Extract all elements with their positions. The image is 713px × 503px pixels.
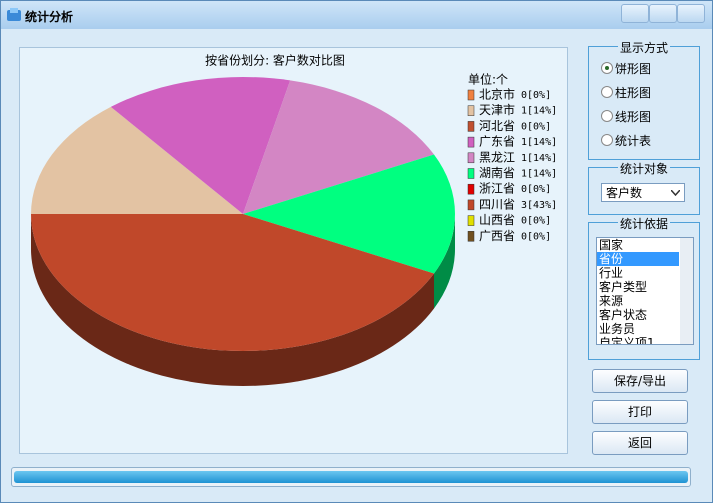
- legend-value: 0[0%]: [521, 231, 551, 242]
- caption-text: 统计对象: [617, 162, 670, 176]
- select-value: 客户数: [606, 186, 643, 200]
- legend-value: 0[0%]: [521, 121, 551, 132]
- stat-basis-group: 统计依据 国家 省份 行业 客户类型 来源 客户状态 业务员 自定义项1: [588, 217, 700, 360]
- list-item[interactable]: 省份: [597, 252, 679, 266]
- pie-slice: [243, 80, 435, 214]
- caption-text: 显示方式: [617, 41, 670, 55]
- legend-value: 3[43%]: [521, 200, 557, 211]
- legend-swatch: [467, 89, 475, 101]
- window-title: 统计分析: [25, 10, 74, 24]
- radio-dot[interactable]: [601, 62, 613, 74]
- button[interactable]: 保存/导出: [592, 369, 688, 393]
- list-item[interactable]: 业务员: [599, 322, 636, 336]
- pie-side: [434, 214, 455, 309]
- chart: 按省份划分: 客户数对比图 单位:个 北京市 0[0%] 天津市 1[14%] 河北省 0…: [19, 47, 568, 454]
- maximize-button[interactable]: [649, 4, 677, 23]
- legend-label: 河北省: [479, 119, 515, 133]
- legend-swatch: [467, 183, 475, 195]
- pie-slice: [31, 106, 243, 214]
- radio-option[interactable]: 线形图: [601, 108, 652, 125]
- list-item[interactable]: 国家: [599, 238, 624, 252]
- stat-object-group: 统计对象 客户数: [588, 162, 700, 215]
- group-caption: 显示方式: [589, 39, 699, 56]
- button[interactable]: 打印: [592, 400, 688, 424]
- legend-swatch: [467, 136, 475, 148]
- legend-swatch: [467, 105, 475, 116]
- legend-label: 山西省: [479, 213, 515, 227]
- group-caption: 统计对象: [589, 160, 699, 177]
- list-item[interactable]: 客户类型: [599, 280, 648, 294]
- legend-swatch: [467, 152, 475, 164]
- pie-slice: [243, 154, 455, 274]
- legend-label: 四川省: [479, 197, 515, 211]
- legend-value: 1[14%]: [521, 169, 557, 180]
- radio-dot[interactable]: [601, 86, 613, 98]
- minimize-button[interactable]: [621, 4, 649, 23]
- list-item[interactable]: 自定义项1: [599, 336, 655, 345]
- pie-side: [31, 214, 435, 386]
- list-item[interactable]: 客户状态: [599, 308, 648, 322]
- list-item[interactable]: 来源: [599, 294, 624, 308]
- radio-label: 柱形图: [615, 86, 652, 100]
- legend-title: 单位:个: [468, 72, 508, 87]
- app-icon: [7, 8, 21, 21]
- legend-value: 0[0%]: [521, 90, 551, 101]
- legend-swatch: [467, 231, 475, 242]
- radio-dot[interactable]: [601, 134, 613, 146]
- radio-option[interactable]: 柱形图: [601, 84, 652, 101]
- caption-text: 统计依据: [617, 217, 670, 231]
- title-bar: 统计分析: [1, 1, 712, 29]
- radio-dot[interactable]: [601, 110, 613, 122]
- listbox[interactable]: 国家 省份 行业 客户类型 来源 客户状态 业务员 自定义项1: [596, 237, 694, 345]
- legend-label: 天津市: [479, 102, 515, 117]
- scrollbar[interactable]: [680, 238, 693, 344]
- legend-label: 北京市: [479, 87, 515, 102]
- legend-label: 湖南省: [479, 165, 515, 180]
- legend-label: 黑龙江: [479, 150, 515, 164]
- legend-label: 广西省: [479, 229, 515, 243]
- legend-value: 0[0%]: [521, 216, 551, 227]
- display-mode-group: 显示方式 饼形图柱形图线形图统计表: [588, 41, 700, 160]
- group-caption: 统计依据: [589, 215, 699, 232]
- legend-value: 1[14%]: [521, 153, 557, 164]
- dropdown-arrow: [671, 190, 680, 196]
- legend-label: 广东省: [479, 135, 515, 149]
- list-item[interactable]: 行业: [599, 266, 624, 280]
- progress-fill: [14, 471, 688, 483]
- legend-swatch: [467, 168, 475, 179]
- chart-title: 按省份划分: 客户数对比图: [205, 53, 345, 68]
- radio-label: 饼形图: [615, 62, 652, 76]
- pie-slice: [31, 214, 435, 352]
- close-button[interactable]: [677, 4, 705, 23]
- radio-option[interactable]: 统计表: [601, 132, 652, 149]
- legend-swatch: [467, 199, 475, 211]
- button[interactable]: 返回: [592, 431, 688, 455]
- pie-slice: [110, 77, 291, 214]
- legend-label: 浙江省: [479, 182, 515, 196]
- radio-label: 线形图: [615, 110, 652, 124]
- legend-swatch: [467, 121, 475, 132]
- select[interactable]: 客户数: [601, 183, 685, 202]
- legend-value: 0[0%]: [521, 184, 551, 195]
- legend-value: 1[14%]: [521, 137, 557, 148]
- legend-swatch: [467, 215, 475, 226]
- legend-value: 1[14%]: [521, 106, 557, 117]
- radio-label: 统计表: [615, 134, 652, 148]
- progress-bar: [11, 467, 691, 487]
- radio-option[interactable]: 饼形图: [601, 60, 652, 77]
